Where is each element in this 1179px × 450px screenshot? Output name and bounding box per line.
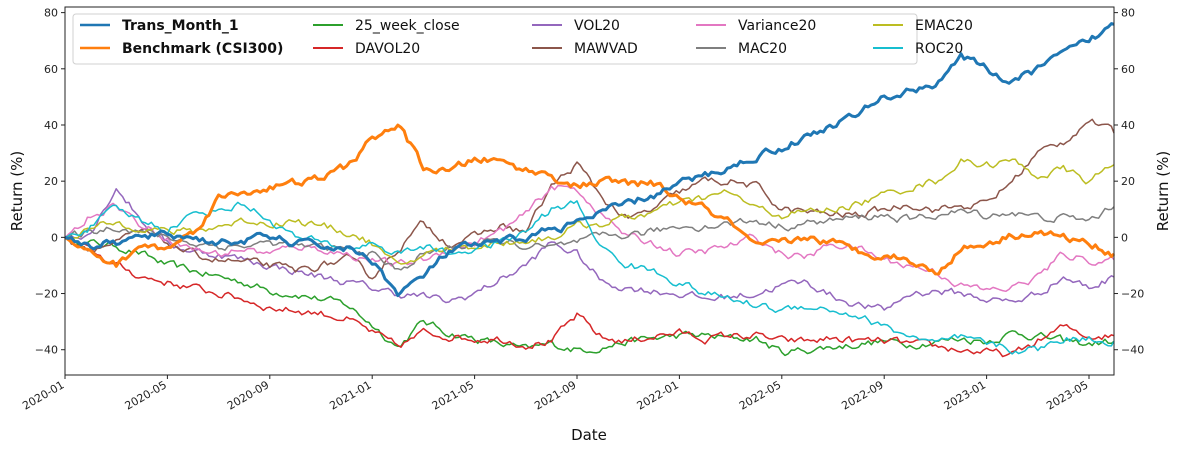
legend-label: ROC20 xyxy=(915,41,963,57)
y-tick-label-left: −20 xyxy=(35,288,58,301)
series-line-trans-month-1 xyxy=(64,22,1115,298)
legend-label: VOL20 xyxy=(574,18,620,34)
legend-label: EMAC20 xyxy=(915,18,973,34)
legend-item: Variance20 xyxy=(696,18,816,34)
legend-item: 25_week_close xyxy=(313,18,460,34)
legend-label: Trans_Month_1 xyxy=(122,18,239,34)
x-axis-label: Date xyxy=(571,426,607,444)
legend-item: Trans_Month_1 xyxy=(80,18,239,34)
legend-item: ROC20 xyxy=(873,41,963,57)
y-tick-label-left: 60 xyxy=(44,63,58,76)
y-tick-label-left: 40 xyxy=(44,119,58,132)
series-line-vol20 xyxy=(64,188,1115,311)
y-axis-label-right: Return (%) xyxy=(1154,151,1172,232)
y-tick-label-right: 60 xyxy=(1121,63,1135,76)
legend: Trans_Month_1 Benchmark (CSI300) 25_week_c… xyxy=(72,13,973,65)
legend-label: Variance20 xyxy=(738,18,816,34)
series-line-mawvad xyxy=(64,118,1115,280)
y-tick-label-right: −40 xyxy=(1121,344,1144,357)
y-tick-label-left: 80 xyxy=(44,7,58,20)
legend-label: MAWVAD xyxy=(574,41,638,57)
series-line-davol20 xyxy=(64,236,1115,358)
y-axis-right: −40 −20 0 20 40 60 80 xyxy=(1114,7,1144,357)
y-tick-label-right: 80 xyxy=(1121,7,1135,20)
plot-frame xyxy=(64,6,1115,376)
y-tick-label-right: 0 xyxy=(1121,231,1128,244)
y-axis-label-left: Return (%) xyxy=(8,151,26,232)
legend-item: MAWVAD xyxy=(532,41,638,57)
y-tick-label-right: 40 xyxy=(1121,119,1135,132)
series-line-variance20 xyxy=(64,185,1115,293)
series-line-benchmark-csi300 xyxy=(64,123,1116,276)
series-layer xyxy=(64,22,1116,358)
legend-item: MAC20 xyxy=(696,41,787,57)
legend-item: EMAC20 xyxy=(873,18,973,34)
y-tick-label-right: 20 xyxy=(1121,175,1135,188)
series-line-roc20 xyxy=(64,200,1115,355)
legend-item: Benchmark (CSI300) xyxy=(80,41,283,57)
y-tick-label-left: 20 xyxy=(44,175,58,188)
y-tick-label-left: 0 xyxy=(51,231,58,244)
legend-label: 25_week_close xyxy=(355,18,460,34)
legend-label: MAC20 xyxy=(738,41,787,57)
legend-item: DAVOL20 xyxy=(313,41,420,57)
y-axis-left: −40 −20 0 20 40 60 80 xyxy=(35,7,65,357)
series-line-mac20 xyxy=(64,206,1115,271)
legend-label: Benchmark (CSI300) xyxy=(122,41,283,57)
legend-item: VOL20 xyxy=(532,18,620,34)
series-line-emac20 xyxy=(64,158,1115,265)
y-tick-label-left: −40 xyxy=(35,344,58,357)
y-tick-label-right: −20 xyxy=(1121,288,1144,301)
legend-label: DAVOL20 xyxy=(355,41,420,57)
legend-box xyxy=(72,13,918,65)
